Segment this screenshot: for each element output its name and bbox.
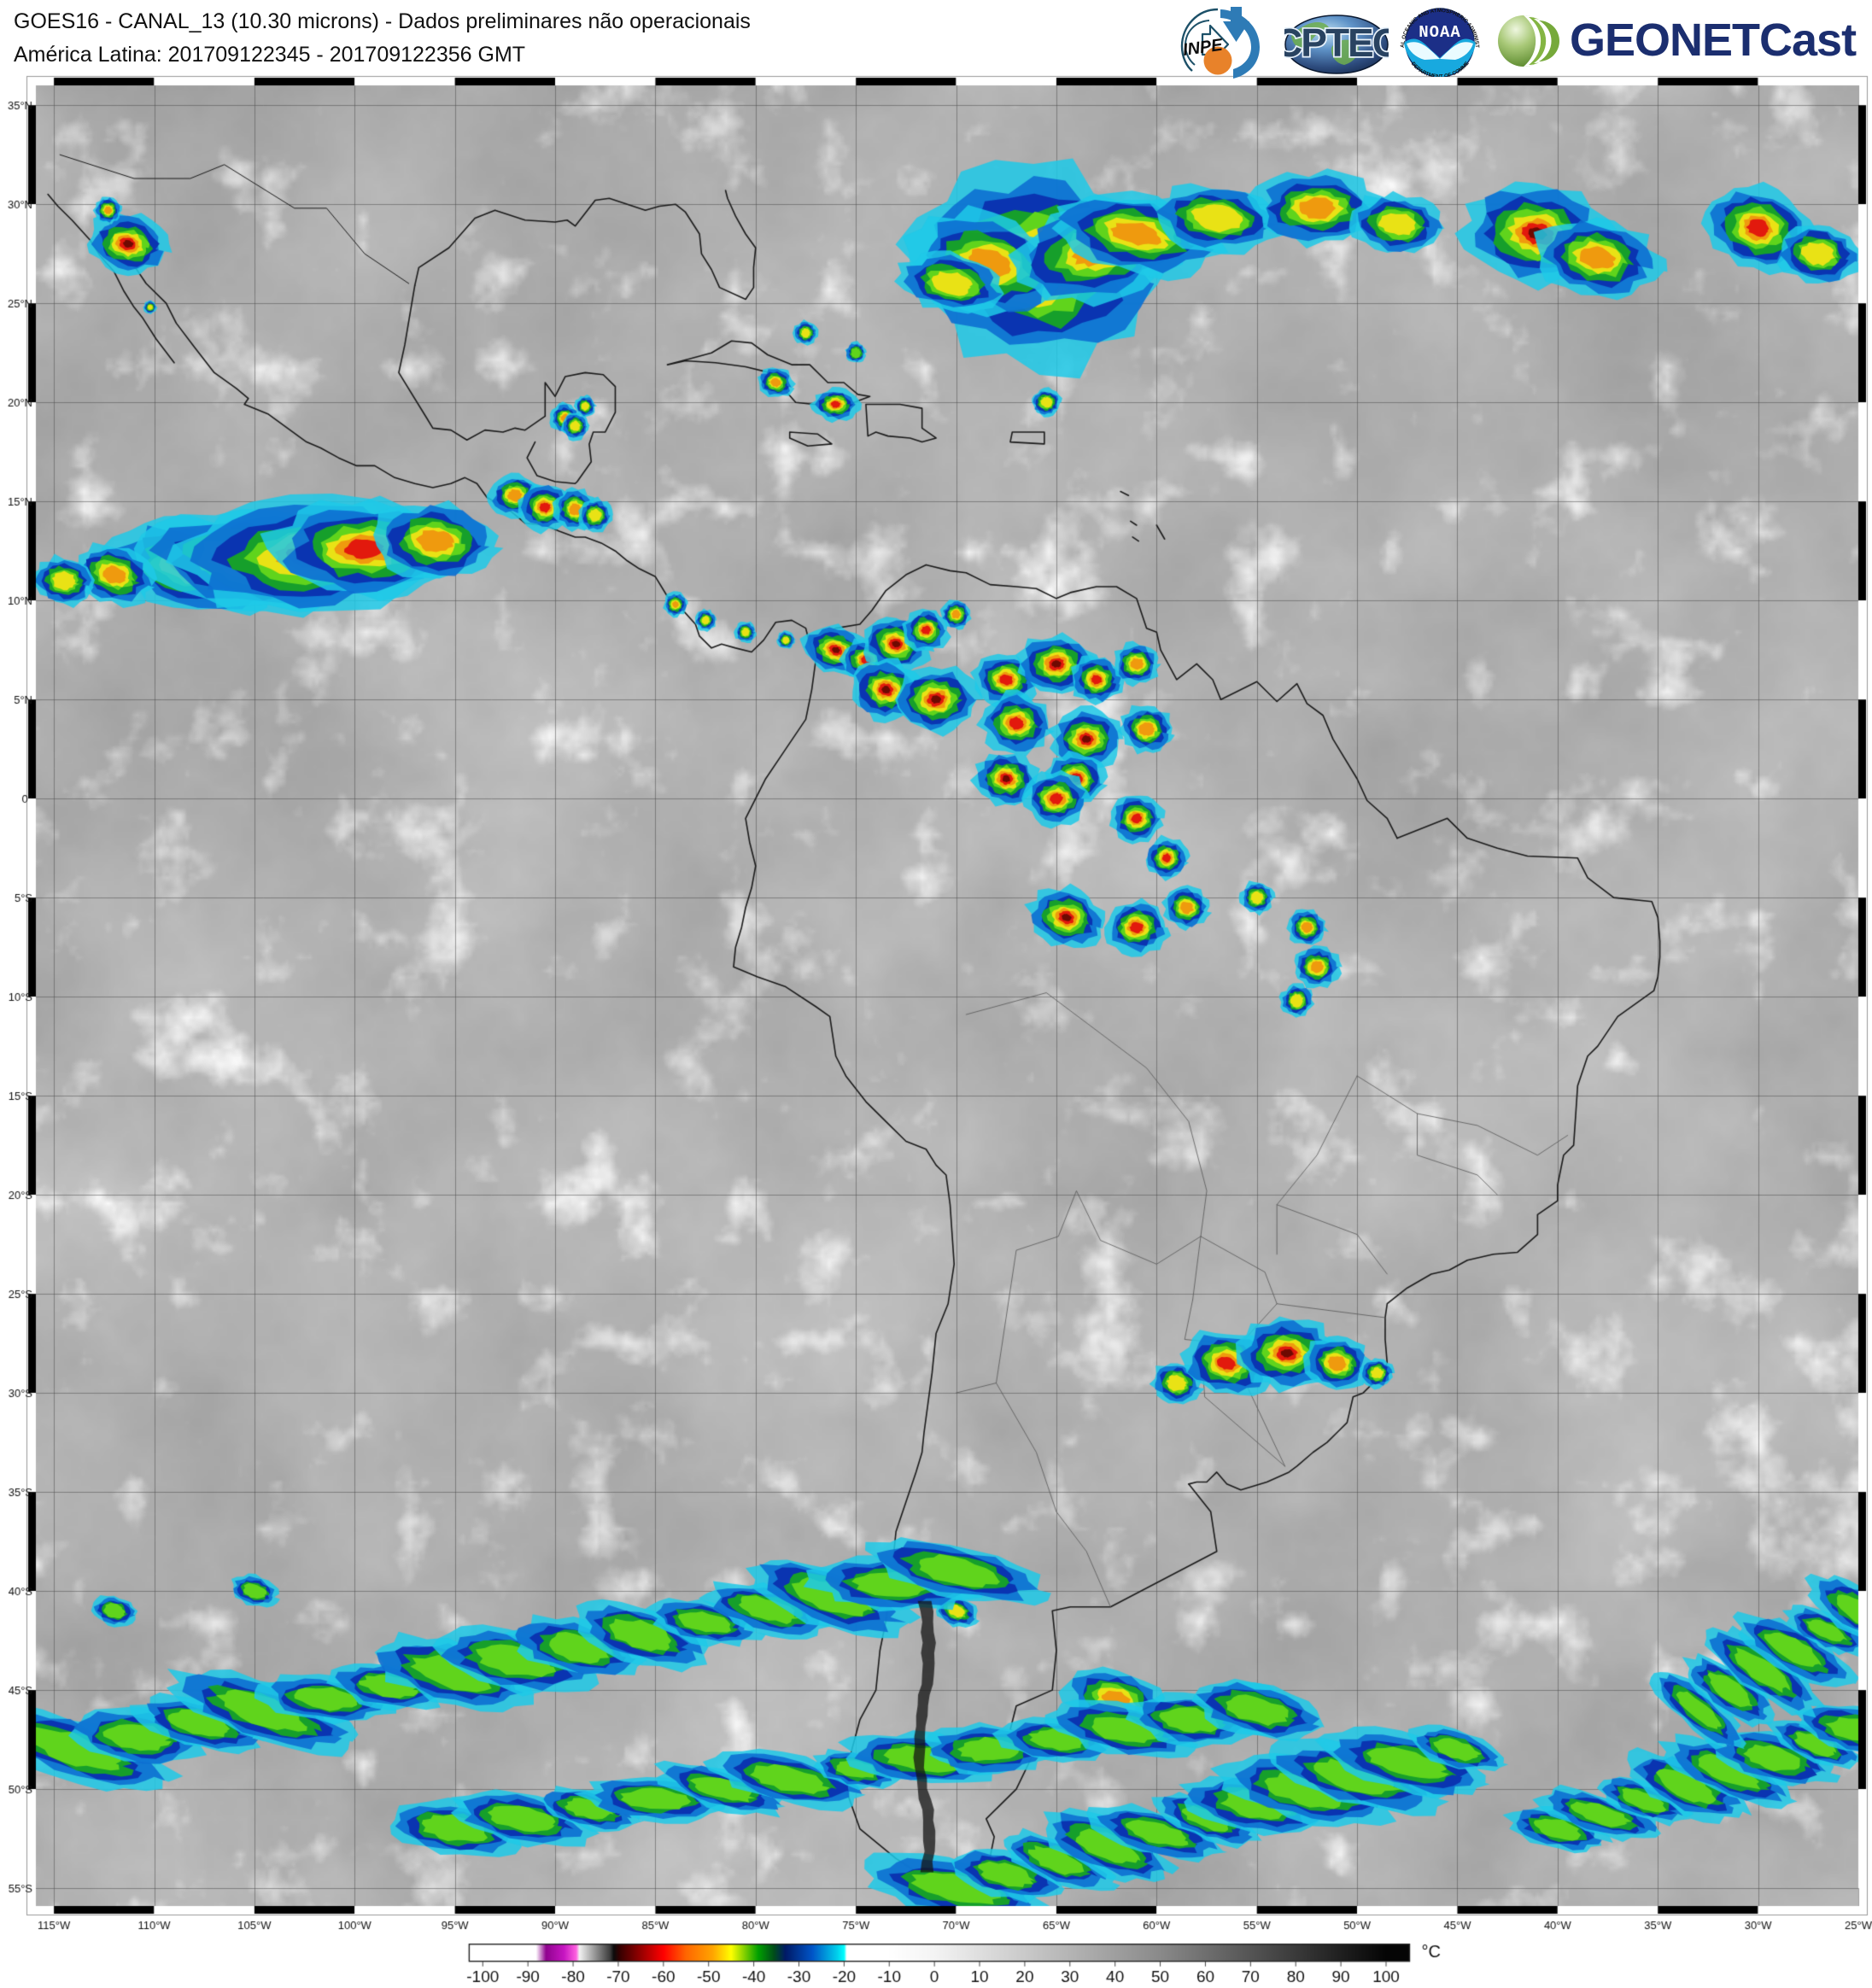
svg-text:CPTEC: CPTEC	[1284, 20, 1389, 65]
svg-text:NOAA: NOAA	[1419, 23, 1461, 42]
